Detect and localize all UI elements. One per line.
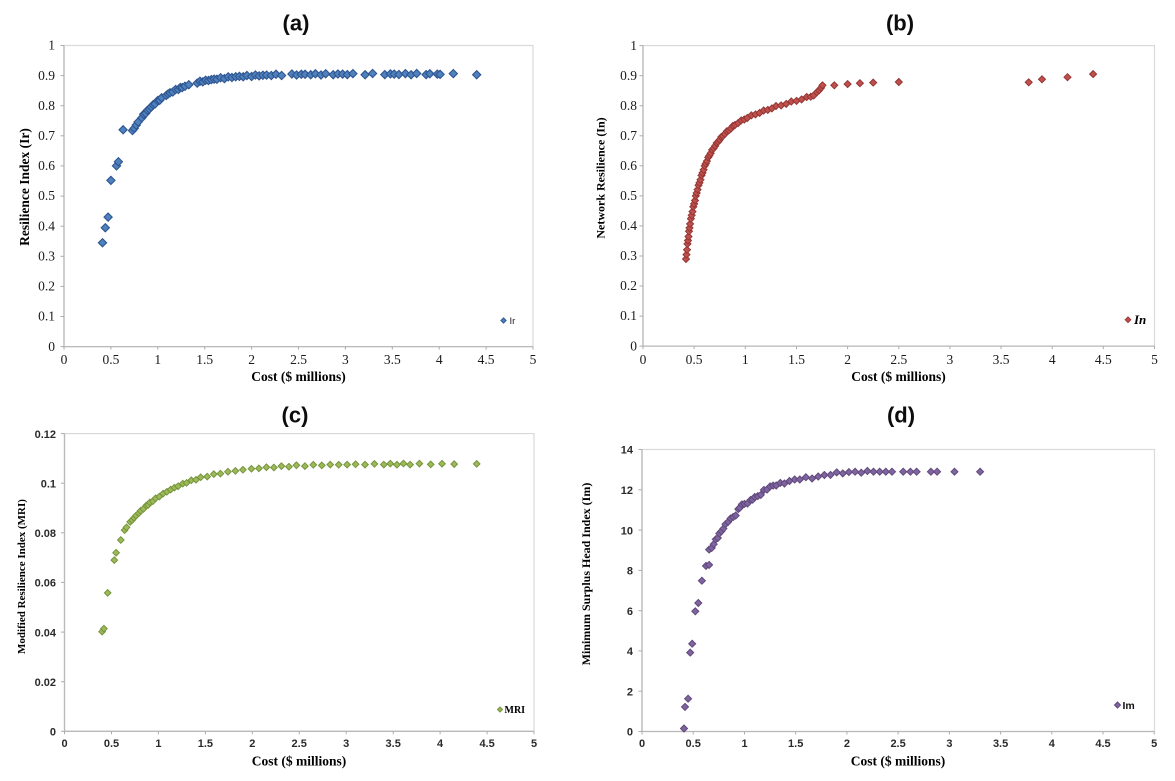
- svg-text:0.7: 0.7: [620, 128, 637, 143]
- svg-text:2: 2: [844, 352, 851, 367]
- svg-text:0: 0: [630, 338, 637, 353]
- svg-text:3.5: 3.5: [993, 352, 1010, 367]
- svg-text:4.5: 4.5: [1095, 738, 1110, 750]
- svg-text:0.04: 0.04: [35, 627, 57, 639]
- svg-text:0.9: 0.9: [620, 68, 637, 83]
- svg-text:0.1: 0.1: [38, 309, 55, 324]
- svg-text:5: 5: [1151, 352, 1158, 367]
- svg-text:1: 1: [630, 38, 637, 53]
- svg-text:0.6: 0.6: [620, 158, 637, 173]
- svg-text:2: 2: [249, 738, 255, 750]
- svg-text:1: 1: [742, 352, 749, 367]
- svg-text:Modified Resilience Index (MRI: Modified Resilience Index (MRI): [16, 499, 28, 654]
- svg-text:2: 2: [627, 686, 633, 698]
- svg-text:1.5: 1.5: [788, 352, 805, 367]
- svg-text:0.9: 0.9: [38, 68, 55, 83]
- svg-text:3.5: 3.5: [993, 738, 1008, 750]
- svg-text:0: 0: [639, 738, 645, 750]
- svg-text:0.1: 0.1: [620, 308, 637, 323]
- svg-text:0.06: 0.06: [35, 578, 56, 590]
- svg-text:Resilience Index (Ir): Resilience Index (Ir): [17, 128, 32, 246]
- svg-text:2.5: 2.5: [890, 738, 905, 750]
- svg-text:(a): (a): [283, 10, 310, 35]
- svg-text:1.5: 1.5: [788, 738, 803, 750]
- svg-text:2.5: 2.5: [890, 352, 907, 367]
- svg-text:Cost ($ millions): Cost ($ millions): [851, 754, 946, 769]
- svg-text:1.5: 1.5: [198, 738, 213, 750]
- svg-text:(d): (d): [887, 403, 915, 428]
- svg-text:0: 0: [50, 727, 56, 739]
- svg-text:MRI: MRI: [505, 705, 526, 716]
- svg-text:4: 4: [627, 646, 634, 658]
- svg-text:0: 0: [640, 352, 647, 367]
- svg-text:0.5: 0.5: [102, 352, 119, 367]
- svg-text:4.5: 4.5: [1095, 352, 1112, 367]
- svg-text:(b): (b): [886, 10, 914, 35]
- svg-text:2: 2: [844, 738, 850, 750]
- svg-text:4: 4: [436, 352, 443, 367]
- svg-text:(c): (c): [282, 403, 309, 428]
- svg-text:10: 10: [621, 525, 633, 537]
- svg-text:0.08: 0.08: [35, 528, 56, 540]
- svg-text:0.4: 0.4: [38, 218, 55, 233]
- svg-text:0: 0: [627, 727, 633, 739]
- svg-text:Ir: Ir: [510, 316, 516, 327]
- svg-text:3: 3: [342, 352, 349, 367]
- svg-text:4.5: 4.5: [478, 352, 495, 367]
- svg-text:0.02: 0.02: [35, 677, 56, 689]
- svg-text:1.5: 1.5: [196, 352, 213, 367]
- svg-text:0.7: 0.7: [38, 128, 55, 143]
- svg-text:Cost ($ millions): Cost ($ millions): [251, 369, 346, 384]
- svg-text:0.12: 0.12: [35, 429, 56, 441]
- svg-text:6: 6: [627, 606, 633, 618]
- svg-text:Cost ($ millions): Cost ($ millions): [851, 369, 946, 384]
- svg-text:12: 12: [621, 485, 633, 497]
- svg-text:Cost ($ millions): Cost ($ millions): [252, 754, 347, 769]
- svg-text:Minimum Surplus Head Index (Im: Minimum Surplus Head Index (Im): [579, 483, 593, 666]
- svg-text:1: 1: [155, 738, 161, 750]
- svg-text:0.5: 0.5: [104, 738, 119, 750]
- svg-text:0: 0: [48, 339, 55, 354]
- svg-text:0.5: 0.5: [620, 188, 637, 203]
- svg-text:0.8: 0.8: [38, 98, 55, 113]
- svg-text:0.2: 0.2: [620, 278, 637, 293]
- svg-text:In: In: [1133, 312, 1146, 327]
- svg-text:4: 4: [1049, 738, 1056, 750]
- svg-text:0.5: 0.5: [686, 352, 703, 367]
- svg-text:2.5: 2.5: [290, 352, 307, 367]
- svg-text:0.5: 0.5: [38, 188, 55, 203]
- svg-text:0.3: 0.3: [620, 248, 637, 263]
- svg-text:3.5: 3.5: [384, 352, 401, 367]
- svg-text:0.3: 0.3: [38, 249, 55, 264]
- svg-text:4: 4: [1049, 352, 1056, 367]
- svg-text:0.4: 0.4: [620, 218, 637, 233]
- svg-text:1: 1: [48, 38, 55, 53]
- svg-text:3.5: 3.5: [386, 738, 401, 750]
- svg-text:5: 5: [1151, 738, 1157, 750]
- svg-text:0: 0: [61, 738, 67, 750]
- svg-text:1: 1: [741, 738, 747, 750]
- svg-text:3: 3: [343, 738, 349, 750]
- svg-text:5: 5: [530, 352, 537, 367]
- svg-text:14: 14: [621, 445, 634, 457]
- svg-text:4.5: 4.5: [479, 738, 494, 750]
- svg-text:0.2: 0.2: [38, 279, 55, 294]
- svg-text:0.8: 0.8: [620, 98, 637, 113]
- svg-text:5: 5: [531, 738, 537, 750]
- svg-text:0.1: 0.1: [41, 478, 56, 490]
- svg-text:0: 0: [61, 352, 68, 367]
- svg-text:0.5: 0.5: [686, 738, 701, 750]
- svg-text:Network Resilience (In): Network Resilience (In): [594, 117, 608, 238]
- svg-text:3: 3: [946, 738, 952, 750]
- svg-text:4: 4: [437, 738, 444, 750]
- svg-text:3: 3: [947, 352, 954, 367]
- svg-text:1: 1: [154, 352, 161, 367]
- svg-text:8: 8: [627, 566, 633, 578]
- svg-text:0.6: 0.6: [38, 158, 55, 173]
- svg-text:Im: Im: [1123, 700, 1135, 712]
- svg-text:2.5: 2.5: [292, 738, 307, 750]
- svg-text:2: 2: [248, 352, 255, 367]
